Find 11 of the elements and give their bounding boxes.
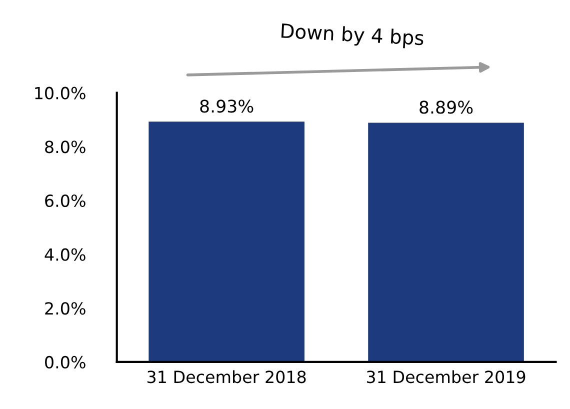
y-tick-label: 6.0%	[45, 194, 86, 208]
y-tick-label: 0.0%	[45, 356, 86, 369]
text: Down by 4 bps	[281, 22, 424, 50]
y-tick-label: 2.0%	[45, 302, 86, 315]
x-tick-label: 31 December 2019	[366, 370, 526, 384]
y-tick-label: 10.0%	[35, 86, 86, 100]
data-label: 8.89%	[420, 100, 473, 114]
data-label: 8.93%	[200, 100, 254, 113]
y-tick-label: 4.0%	[44, 248, 86, 261]
y-tick-label: 8.0%	[45, 140, 86, 154]
x-tick-label: 31 December 2018	[148, 370, 306, 384]
